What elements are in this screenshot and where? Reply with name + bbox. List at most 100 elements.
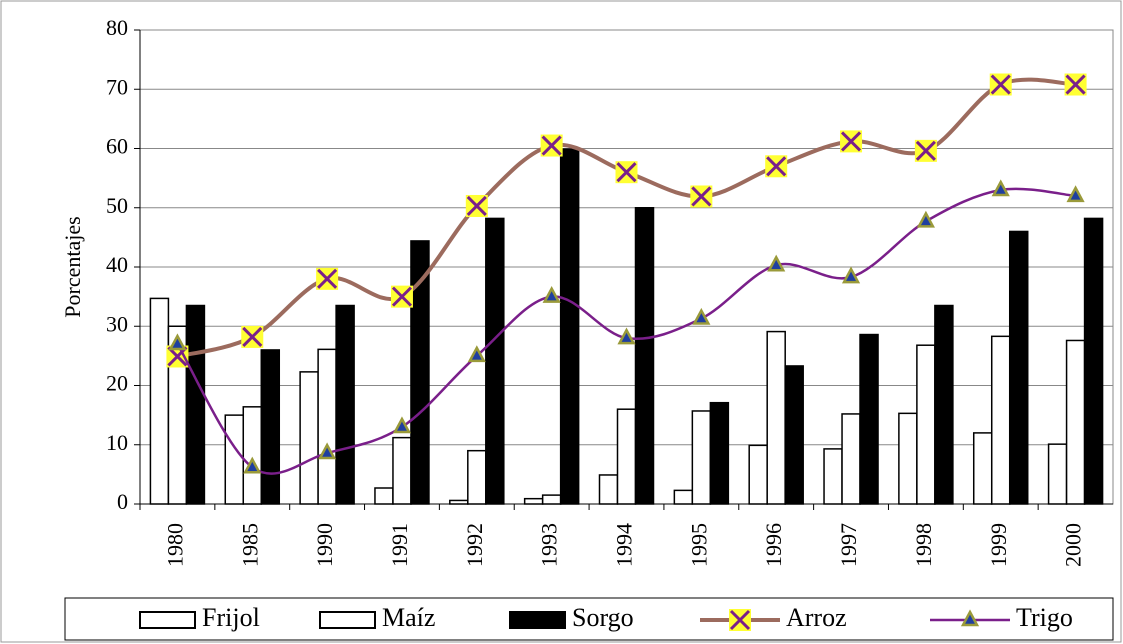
bar — [823, 448, 843, 505]
marker — [767, 254, 786, 272]
bar — [616, 408, 637, 505]
bar — [1047, 443, 1068, 505]
marker — [1064, 73, 1087, 96]
bar — [598, 474, 619, 505]
bar — [374, 487, 394, 505]
bar — [392, 436, 412, 505]
x-tick-label: 1994 — [612, 523, 637, 567]
legend-swatch — [319, 611, 376, 629]
marker-x — [466, 195, 487, 217]
x-tick-label: 1998 — [911, 523, 936, 567]
marker — [168, 333, 187, 351]
bar — [523, 497, 544, 505]
marker — [540, 134, 563, 157]
bar — [673, 489, 694, 505]
marker — [989, 73, 1012, 96]
bar — [260, 349, 281, 505]
marker-x — [391, 286, 413, 307]
bar — [224, 414, 245, 505]
x-tick-label: 1985 — [237, 523, 262, 567]
x-tick-label: 1996 — [761, 523, 786, 567]
x-tick-label: 1990 — [312, 523, 337, 567]
x-tick-label: 1980 — [162, 523, 187, 567]
marker — [765, 155, 788, 178]
y-tick-label: 20 — [106, 371, 128, 396]
x-tick-label: 1995 — [686, 523, 711, 567]
marker — [960, 609, 980, 627]
marker-x — [691, 186, 712, 207]
marker — [617, 327, 636, 345]
bar — [317, 348, 337, 505]
bar — [859, 333, 879, 505]
y-tick-label: 30 — [106, 311, 128, 336]
bar — [559, 148, 580, 505]
y-axis-label: Porcentajes — [60, 216, 85, 317]
marker-x — [729, 609, 751, 631]
marker-x — [915, 140, 936, 161]
marker-x — [242, 326, 263, 347]
x-tick-label: 1997 — [836, 523, 861, 567]
marker — [916, 210, 935, 228]
x-tick-label: 2000 — [1061, 523, 1086, 567]
marker — [991, 179, 1010, 197]
marker — [690, 185, 713, 208]
bar — [841, 413, 861, 505]
bar — [916, 344, 936, 505]
legend-swatch — [139, 611, 196, 629]
legend-label: Frijol — [202, 603, 260, 632]
y-tick-label: 50 — [106, 193, 128, 218]
x-tick-label: 1991 — [387, 523, 412, 567]
marker — [615, 161, 638, 184]
marker-x — [1065, 74, 1086, 95]
bar — [467, 449, 487, 505]
legend-label: Arroz — [786, 603, 847, 632]
marker — [840, 130, 863, 153]
marker — [914, 139, 937, 162]
bar — [766, 330, 786, 505]
bar — [709, 401, 730, 505]
legend-label: Maíz — [382, 603, 435, 632]
bar — [1065, 339, 1086, 505]
marker-x — [167, 346, 188, 367]
bar — [449, 499, 469, 505]
marker-x — [541, 135, 562, 156]
bar — [410, 240, 430, 505]
marker — [465, 194, 488, 217]
marker — [392, 416, 412, 434]
x-tick-label: 1993 — [537, 523, 562, 567]
x-tick-label: 1992 — [462, 523, 487, 567]
bar — [335, 304, 355, 505]
marker — [692, 307, 711, 325]
bar — [1008, 230, 1029, 505]
marker — [318, 442, 337, 460]
bar — [1083, 217, 1104, 505]
bar — [748, 444, 768, 505]
y-tick-label: 70 — [106, 74, 128, 99]
x-tick-label: 1999 — [986, 523, 1011, 567]
marker — [166, 345, 189, 368]
bar — [972, 432, 993, 505]
marker — [1066, 185, 1085, 203]
marker — [841, 266, 861, 284]
bar — [185, 304, 206, 505]
bar — [990, 335, 1011, 505]
marker-x — [616, 162, 637, 183]
bar — [299, 371, 319, 505]
marker — [729, 609, 751, 631]
y-tick-label: 0 — [117, 489, 128, 514]
marker — [241, 325, 264, 348]
legend-swatch — [509, 611, 566, 629]
marker-x — [990, 74, 1011, 95]
marker — [243, 456, 262, 474]
marker — [542, 285, 561, 303]
y-tick-label: 10 — [106, 430, 128, 455]
y-tick-label: 60 — [106, 134, 128, 159]
bar — [149, 297, 170, 505]
legend-label: Trigo — [1016, 603, 1073, 632]
marker-x — [766, 156, 787, 177]
marker — [467, 345, 486, 363]
bar — [485, 217, 505, 505]
bar — [784, 365, 804, 505]
y-tick-label: 80 — [106, 15, 128, 40]
